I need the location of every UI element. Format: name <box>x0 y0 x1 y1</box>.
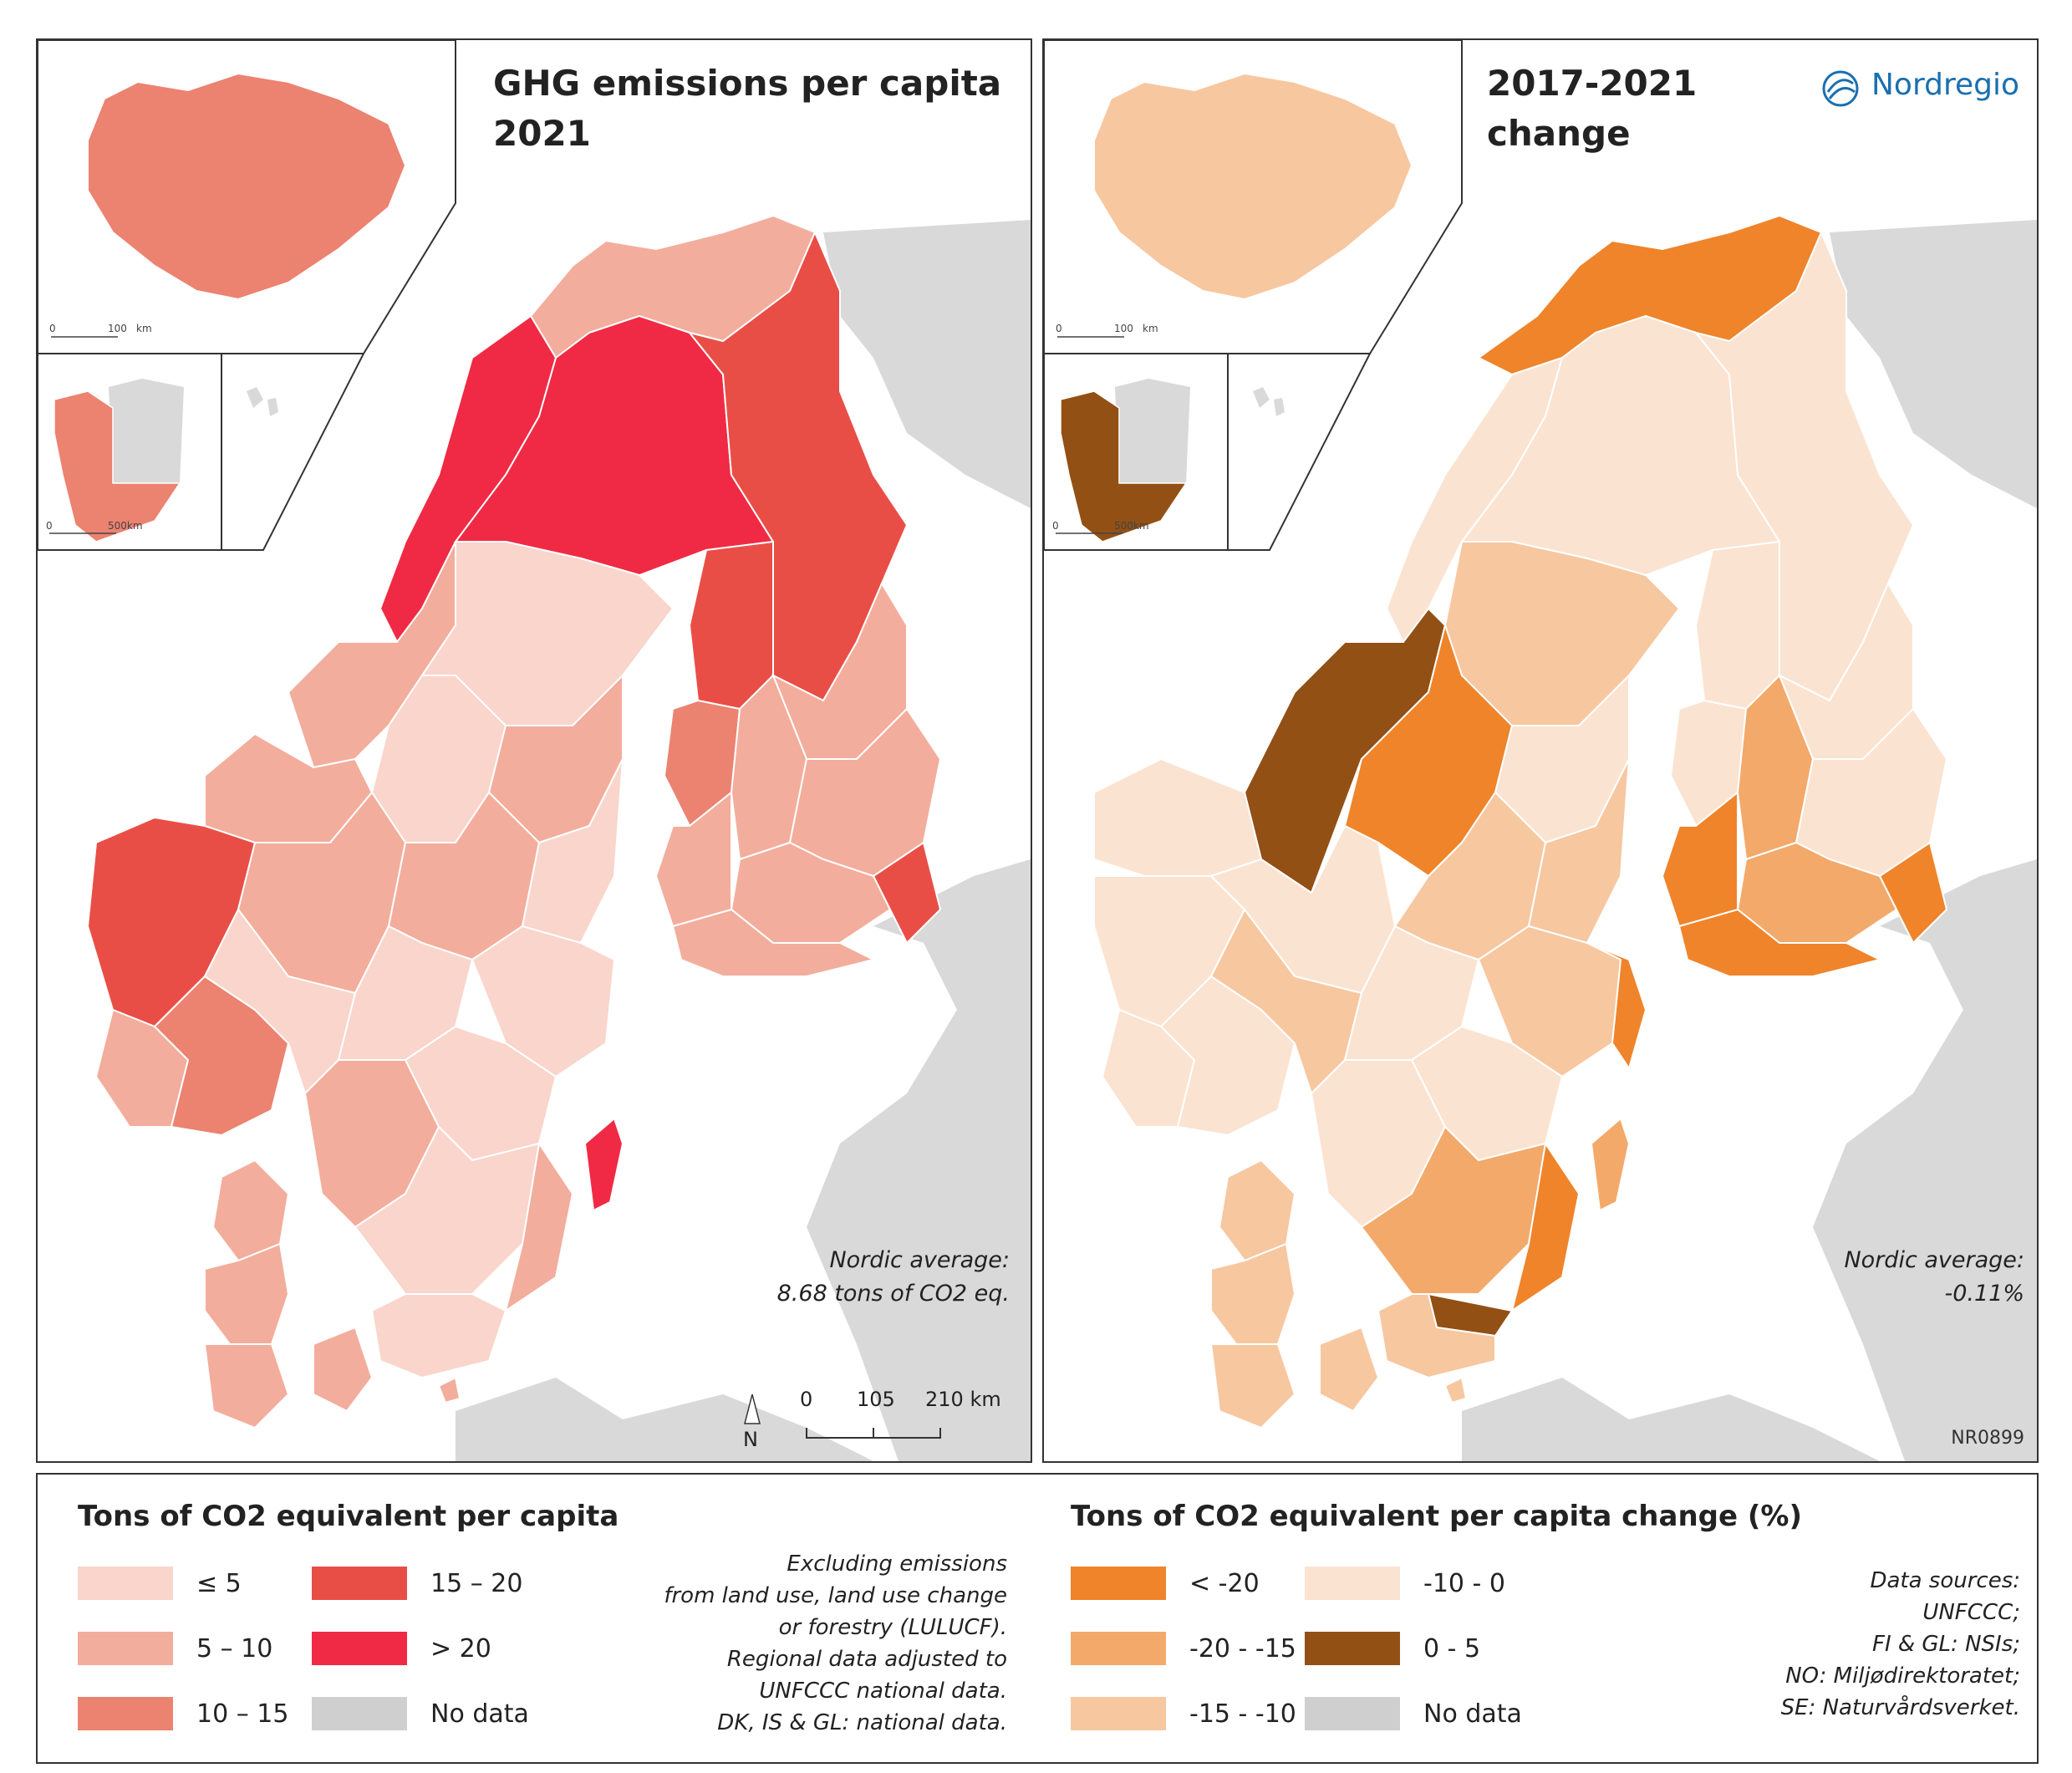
region-mid-jutland <box>1210 1242 1296 1345</box>
iceland-scale-0: 0 <box>49 323 56 334</box>
faroe-shape <box>247 387 278 416</box>
legend-swatch <box>78 1632 173 1665</box>
region-southwest-finland <box>1661 790 1739 928</box>
nordregio-logo-icon <box>1822 70 1859 107</box>
region-north-ostrobothnia <box>688 540 774 711</box>
data-sources: Data sources: UNFCCC; FI & GL: NSIs; NO:… <box>1780 1568 2020 1720</box>
region-kymenlaakso <box>872 841 942 945</box>
legend-item-15-20: 15 – 20 <box>312 1567 522 1600</box>
iceland-shape <box>1093 72 1413 301</box>
baltic-south-coast <box>456 1378 873 1461</box>
north-arrow-icon <box>744 1393 761 1424</box>
legend-item-10-15: 10 – 15 <box>78 1697 288 1730</box>
legend-item-gt20: > 20 <box>312 1632 491 1665</box>
russia-landmass <box>807 220 1031 1461</box>
greenland-scale-0: 0 <box>46 520 53 532</box>
map-title: GHG emissions per capita 2021 <box>493 63 1002 154</box>
russia-landmass <box>1813 220 2037 1461</box>
scale-label-0: 0 <box>800 1388 813 1411</box>
region-uusimaa <box>1677 908 1882 977</box>
legend-swatch <box>1305 1697 1400 1730</box>
legend-item-0-5: 0 - 5 <box>1305 1632 1480 1665</box>
lulucf-note: Excluding emissions from land use, land … <box>664 1551 1007 1735</box>
change-map-2017-2021: 2017-2021 change Nordregio Nordic averag… <box>1042 38 2039 1463</box>
legend-item-lt-20: < -20 <box>1071 1567 1260 1600</box>
greenland-no-data <box>109 379 184 483</box>
iceland-scale-unit: km <box>1143 323 1158 334</box>
region-skane <box>1377 1293 1496 1379</box>
legend-swatch <box>1071 1697 1166 1730</box>
region-stockholm-east <box>1586 942 1647 1071</box>
baltic-south-coast <box>1462 1378 1880 1461</box>
region-southwest-finland <box>654 790 732 928</box>
legend-swatch <box>1071 1632 1166 1665</box>
legend-title-change: Tons of CO2 equivalent per capita change… <box>1071 1500 1803 1533</box>
legend-item-5-10: 5 – 10 <box>78 1632 272 1665</box>
legend-swatch <box>312 1567 407 1600</box>
region-gotland <box>583 1117 624 1212</box>
map-code: NR0899 <box>1951 1428 2024 1449</box>
nordic-average: Nordic average: 8.68 tons of CO2 eq. <box>776 1247 1010 1307</box>
region-north-ostrobothnia <box>1694 540 1780 711</box>
legend-item-20-15: -20 - -15 <box>1071 1632 1296 1665</box>
region-zealand <box>313 1326 374 1413</box>
region-skane <box>370 1293 507 1379</box>
legend-swatch <box>1305 1632 1400 1665</box>
change-map-svg <box>1044 40 2037 1461</box>
region-bornholm <box>437 1376 461 1404</box>
region-lapland <box>687 230 909 702</box>
greenland-scale-500: 500km <box>108 520 143 532</box>
region-south-denmark <box>203 1343 290 1429</box>
greenland-no-data <box>1115 379 1190 483</box>
iceland-scale-0: 0 <box>1056 323 1062 334</box>
emissions-map-svg <box>38 40 1031 1461</box>
faroe-inset-frame <box>1227 353 1372 551</box>
scale-label-210: 210 km <box>925 1388 1001 1411</box>
legend-item-10-0: -10 - 0 <box>1305 1567 1505 1600</box>
greenland-shape <box>1060 390 1188 543</box>
legend-item-no-data: No data <box>1305 1697 1522 1730</box>
legend-panel: Tons of CO2 equivalent per capita ≤ 5 5 … <box>36 1473 2039 1764</box>
iceland-shape <box>87 72 407 301</box>
legend-swatch <box>312 1697 407 1730</box>
nordic-average: Nordic average: -0.11% <box>1844 1247 2024 1307</box>
region-kalmar <box>504 1141 574 1313</box>
map-title: 2017-2021 change <box>1487 63 1698 154</box>
region-mid-jutland <box>204 1242 290 1345</box>
legend-swatch <box>1071 1567 1166 1600</box>
scale-bar <box>806 1428 941 1439</box>
legend-swatch <box>1305 1567 1400 1600</box>
emissions-map-2021: GHG emissions per capita 2021 Nordic ave… <box>36 38 1032 1463</box>
iceland-scale-unit: km <box>136 323 152 334</box>
legend-title-emissions: Tons of CO2 equivalent per capita <box>78 1500 619 1533</box>
region-bornholm <box>1443 1376 1468 1404</box>
greenland-shape <box>53 390 181 543</box>
region-gotland <box>1590 1117 1631 1212</box>
legend-item-no-data: No data <box>312 1697 529 1730</box>
legend-swatch <box>78 1697 173 1730</box>
legend-item-le5: ≤ 5 <box>78 1567 242 1600</box>
region-kymenlaakso <box>1878 841 1948 945</box>
region-uusimaa <box>671 908 876 977</box>
scale-label-105: 105 <box>857 1388 895 1411</box>
greenland-scale-500: 500km <box>1114 520 1149 532</box>
nordregio-brand: Nordregio <box>1871 68 2020 102</box>
region-more-romsdal <box>1093 757 1263 877</box>
greenland-scale-0: 0 <box>1052 520 1059 532</box>
iceland-scale-100: 100 <box>1114 323 1133 334</box>
region-zealand <box>1319 1326 1380 1413</box>
faroe-inset-frame <box>221 353 365 551</box>
iceland-scale-100: 100 <box>108 323 127 334</box>
north-label: N <box>743 1428 758 1451</box>
legend-swatch <box>78 1567 173 1600</box>
faroe-shape <box>1253 387 1285 416</box>
legend-swatch <box>312 1632 407 1665</box>
region-south-denmark <box>1209 1343 1296 1429</box>
region-kalmar <box>1510 1141 1581 1313</box>
legend-item-15-10: -15 - -10 <box>1071 1697 1296 1730</box>
region-lapland <box>1693 230 1915 702</box>
region-uppsala-stockholm <box>471 925 616 1078</box>
